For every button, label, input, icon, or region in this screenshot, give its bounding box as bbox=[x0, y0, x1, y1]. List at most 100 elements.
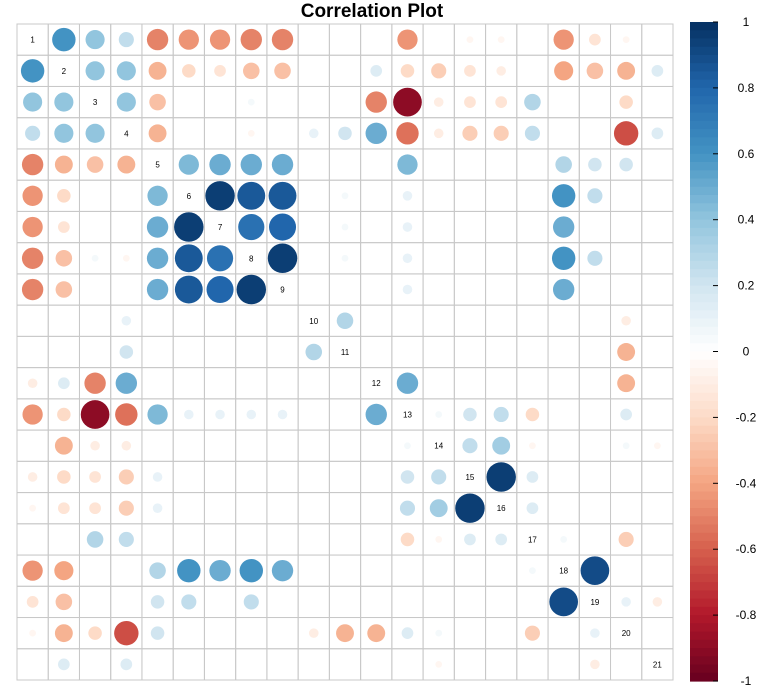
correlation-circle bbox=[269, 213, 297, 241]
correlation-circle bbox=[467, 381, 472, 386]
correlation-circle bbox=[205, 181, 235, 211]
correlation-circle bbox=[624, 287, 629, 292]
correlation-circle bbox=[57, 407, 71, 422]
correlation-circle bbox=[402, 191, 413, 201]
correlation-circle bbox=[147, 404, 168, 425]
colorbar-segment bbox=[690, 376, 718, 386]
correlation-circle bbox=[499, 350, 504, 354]
correlation-circle bbox=[530, 662, 535, 667]
correlation-circle bbox=[343, 412, 347, 417]
correlation-circle bbox=[58, 658, 70, 671]
correlation-circle bbox=[561, 506, 566, 511]
colorbar-segment bbox=[690, 194, 718, 204]
correlation-circle bbox=[467, 599, 472, 604]
colorbar-segment bbox=[690, 326, 718, 336]
diagonal-label: 18 bbox=[559, 567, 568, 576]
correlation-circle bbox=[464, 533, 476, 546]
correlation-circle bbox=[54, 624, 73, 643]
correlation-circle bbox=[655, 287, 660, 292]
correlation-circle bbox=[311, 193, 316, 198]
correlation-circle bbox=[341, 254, 349, 262]
correlation-circle bbox=[93, 568, 98, 573]
correlation-circle bbox=[499, 568, 504, 573]
correlation-circle bbox=[93, 599, 98, 604]
correlation-circle bbox=[655, 474, 660, 479]
correlation-circle bbox=[336, 624, 354, 643]
colorbar-segment bbox=[690, 524, 718, 534]
correlation-circle bbox=[486, 462, 516, 492]
correlation-circle bbox=[435, 629, 443, 637]
correlation-circle bbox=[561, 631, 566, 636]
correlation-circle bbox=[499, 256, 504, 261]
correlation-circle bbox=[463, 407, 477, 422]
colorbar-segment bbox=[690, 672, 718, 682]
correlation-circle bbox=[116, 92, 136, 112]
correlation-circle bbox=[592, 131, 597, 136]
diagonal-label: 15 bbox=[465, 473, 474, 482]
correlation-circle bbox=[530, 381, 535, 386]
correlation-circle bbox=[343, 100, 347, 105]
colorbar-tick-label: 0.4 bbox=[738, 213, 755, 227]
correlation-circle bbox=[499, 631, 504, 636]
correlation-circle bbox=[174, 275, 203, 304]
correlation-circle bbox=[404, 442, 411, 450]
correlation-circle bbox=[118, 531, 134, 547]
colorbar-segment bbox=[690, 318, 718, 328]
correlation-circle bbox=[93, 662, 98, 667]
diagonal-label: 16 bbox=[497, 504, 506, 513]
correlation-circle bbox=[280, 506, 285, 511]
correlation-circle bbox=[462, 438, 478, 454]
colorbar-segment bbox=[690, 606, 718, 616]
correlation-circle bbox=[436, 568, 441, 573]
correlation-circle bbox=[247, 129, 255, 137]
correlation-circle bbox=[341, 223, 349, 231]
correlation-circle bbox=[30, 662, 35, 667]
correlation-circle bbox=[592, 318, 597, 323]
correlation-circle bbox=[525, 407, 540, 422]
correlation-circle bbox=[436, 350, 441, 354]
correlation-circle bbox=[619, 157, 633, 172]
diagonal-label: 7 bbox=[218, 223, 223, 232]
diagonal-label: 11 bbox=[341, 348, 350, 357]
diagonal-label: 20 bbox=[622, 629, 631, 638]
correlation-circle bbox=[215, 409, 225, 420]
correlation-circle bbox=[396, 372, 419, 394]
correlation-circle bbox=[652, 597, 663, 607]
correlation-circle bbox=[80, 400, 110, 429]
correlation-circle bbox=[524, 125, 540, 141]
diagonal-label: 19 bbox=[590, 598, 599, 607]
colorbar-segment bbox=[690, 442, 718, 451]
correlation-circle bbox=[561, 381, 566, 386]
correlation-circle bbox=[561, 443, 566, 448]
correlation-circle bbox=[433, 97, 444, 107]
grid-cell bbox=[641, 648, 674, 681]
correlation-circle bbox=[495, 96, 508, 108]
correlation-circle bbox=[524, 93, 541, 111]
correlation-circle bbox=[400, 532, 415, 547]
correlation-circle bbox=[651, 65, 664, 77]
colorbar-tick-label: -1 bbox=[741, 674, 752, 688]
correlation-circle bbox=[561, 350, 566, 354]
correlation-circle bbox=[239, 558, 263, 583]
correlation-circle bbox=[530, 162, 535, 167]
correlation-circle bbox=[374, 225, 379, 230]
correlation-circle bbox=[311, 662, 316, 667]
correlation-circle bbox=[401, 627, 414, 639]
correlation-circle bbox=[61, 318, 66, 323]
correlation-circle bbox=[374, 599, 379, 604]
correlation-circle bbox=[435, 411, 443, 418]
correlation-circle bbox=[186, 443, 191, 448]
correlation-circle bbox=[617, 343, 636, 361]
correlation-circle bbox=[86, 531, 104, 548]
correlation-circle bbox=[119, 345, 134, 359]
correlation-circle bbox=[148, 61, 167, 80]
correlation-circle bbox=[619, 95, 633, 109]
correlation-circle bbox=[561, 412, 566, 417]
correlation-circle bbox=[20, 59, 45, 83]
correlation-circle bbox=[530, 37, 535, 42]
correlation-circle bbox=[655, 100, 660, 105]
correlation-circle bbox=[622, 442, 630, 450]
correlation-circle bbox=[561, 100, 566, 105]
correlation-circle bbox=[218, 537, 223, 542]
